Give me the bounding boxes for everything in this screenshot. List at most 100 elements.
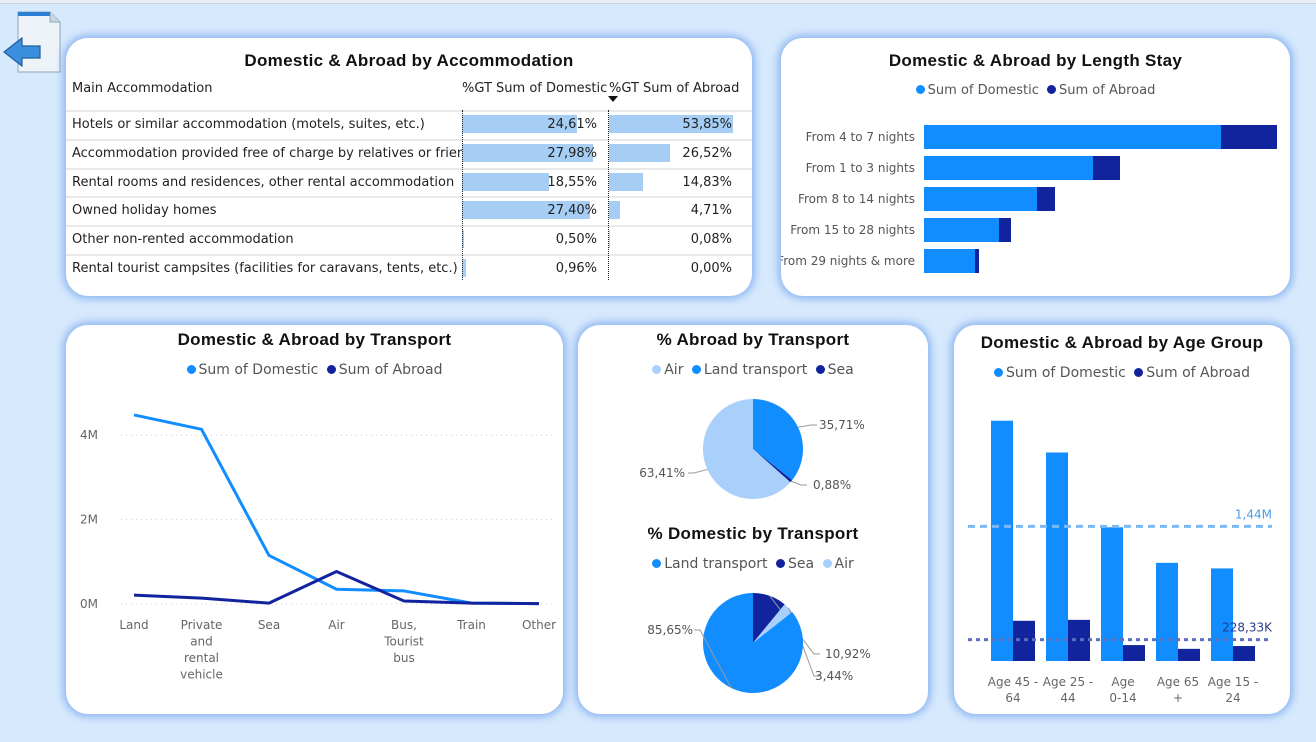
row-accommodation-name: Rental rooms and residences, other renta… (72, 174, 455, 190)
domestic-bar[interactable] (924, 249, 975, 273)
sort-desc-icon[interactable] (608, 96, 618, 103)
domestic-data-bar (462, 115, 577, 133)
row-domestic-value: 27,40% (547, 203, 597, 219)
abroad-data-bar (609, 172, 644, 191)
legend-sea-label: Sea (787, 556, 815, 572)
length-stay-legend: Sum of Domestic Sum of Abroad (781, 83, 1290, 98)
x-tick-label: Age 45 -64 (988, 675, 1038, 705)
row-domestic-value: 27,98% (547, 145, 597, 161)
legend-land[interactable]: Land transport (652, 556, 768, 572)
row-domestic-value: 0,96% (555, 261, 597, 276)
pie-slice[interactable] (753, 399, 803, 481)
pie-slice[interactable] (703, 399, 791, 499)
table-row[interactable]: Accommodation provided free of charge by… (66, 138, 752, 167)
y-tick-label: 2M (80, 513, 98, 527)
legend-abroad[interactable]: Sum of Abroad (326, 362, 442, 378)
back-arrow-icon (3, 11, 61, 73)
pie-slice[interactable] (703, 593, 803, 693)
transport-line-card: Domestic & Abroad by Transport Sum of Do… (66, 325, 563, 714)
abroad-series-line[interactable] (133, 570, 540, 606)
abroad-bar[interactable] (1233, 646, 1255, 661)
domestic-bar[interactable] (1211, 568, 1233, 661)
row-accommodation-name: Owned holiday homes (72, 203, 217, 219)
domestic-bar[interactable] (1046, 452, 1068, 661)
abroad-bar[interactable] (1221, 125, 1277, 149)
x-tick-label: Age 65 + (1157, 675, 1199, 705)
transport-line-chart: 0M 2M 4M Land Private and rental vehicle Sea Air B… (80, 413, 556, 682)
legend-land[interactable]: Land transport (691, 362, 808, 378)
y-tick-label: 4M (80, 428, 98, 442)
domestic-data-bar (462, 172, 549, 191)
table-row[interactable]: Other non-rented accommodation 0,50% 0,08% (66, 225, 752, 253)
abroad-bar[interactable] (975, 249, 979, 273)
domestic-bar[interactable] (1156, 562, 1178, 661)
domestic-bar[interactable] (924, 125, 1221, 149)
length-stay-chart: From 4 to 7 nights From 1 to 3 nights From… (781, 125, 1277, 273)
legend-dot-icon (186, 365, 196, 374)
legend-air[interactable]: Air (822, 556, 854, 572)
col-abroad-header[interactable]: %GT Sum of Abroad (609, 81, 740, 96)
accommodation-title: Domestic & Abroad by Accommodation (244, 51, 574, 70)
row-separator (66, 110, 752, 112)
col-main-header[interactable]: Main Accommodation (72, 81, 213, 96)
domestic-bar[interactable] (924, 218, 999, 242)
legend-dot-icon (994, 368, 1004, 377)
abroad-bar[interactable] (1178, 648, 1200, 661)
age-group-legend: Sum of Domestic Sum of Abroad (954, 365, 1290, 381)
x-tick-label: Land (119, 618, 148, 632)
row-separator (66, 225, 752, 228)
transport-line-legend: Sum of Domestic Sum of Abroad (66, 362, 563, 378)
legend-sea[interactable]: Sea (775, 556, 815, 572)
legend-abroad[interactable]: Sum of Abroad (1134, 365, 1250, 381)
legend-abroad[interactable]: Sum of Abroad (1047, 83, 1155, 98)
x-tick-label: Age 0-14 (1109, 675, 1136, 705)
window-top-border (0, 0, 1316, 4)
back-button[interactable] (2, 10, 62, 76)
legend-air[interactable]: Air (652, 362, 683, 378)
slice-label: 0,88% (813, 478, 851, 492)
legend-abroad-label: Sum of Abroad (1146, 365, 1250, 381)
abroad-bar[interactable] (1093, 156, 1120, 180)
domestic-bar[interactable] (924, 156, 1093, 180)
row-accommodation-name: Rental tourist campsites (facilities for… (72, 261, 458, 276)
slice-label: 10,92% (825, 647, 871, 661)
row-domestic-value: 0,50% (555, 232, 597, 248)
pie-slice[interactable] (753, 449, 793, 483)
row-abroad-value: 53,85% (682, 117, 732, 132)
domestic-data-bar (462, 259, 467, 277)
reference-label: 228,33K (1222, 621, 1273, 635)
table-row[interactable]: Owned holiday homes 27,40% 4,71% (66, 196, 752, 224)
slice-label: 85,65% (647, 623, 693, 637)
row-accommodation-name: Hotels or similar accommodation (motels,… (72, 117, 425, 132)
domestic-bar[interactable] (991, 420, 1013, 661)
col-domestic-header[interactable]: %GT Sum of Domestic (462, 81, 608, 96)
row-separator (66, 254, 752, 256)
legend-air-label: Air (664, 362, 684, 378)
row-domestic-value: 18,55% (547, 174, 597, 190)
abroad-bar[interactable] (1068, 619, 1090, 661)
domestic-data-bar (462, 201, 590, 220)
age-group-card: Domestic & Abroad by Age Group Sum of Do… (954, 325, 1290, 714)
x-tick-label: Private and rental vehicle (180, 618, 223, 682)
legend-land-label: Land transport (703, 362, 808, 378)
legend-domestic[interactable]: Sum of Domestic (994, 365, 1126, 381)
leader-line (797, 424, 817, 428)
table-row[interactable]: Hotels or similar accommodation (motels,… (66, 110, 752, 138)
domestic-series-line[interactable] (133, 413, 540, 606)
domestic-pie-legend: Land transport Sea Air (578, 556, 928, 572)
length-stay-card: Domestic & Abroad by Length Stay Sum of … (781, 38, 1290, 296)
abroad-bar[interactable] (1123, 645, 1145, 661)
legend-sea[interactable]: Sea (815, 362, 854, 378)
x-tick-label: Air (328, 618, 345, 632)
abroad-bar[interactable] (999, 218, 1011, 242)
legend-domestic[interactable]: Sum of Domestic (915, 83, 1039, 98)
abroad-bar[interactable] (1037, 187, 1055, 211)
legend-air-label: Air (834, 556, 854, 572)
domestic-bar[interactable] (924, 187, 1037, 211)
legend-domestic[interactable]: Sum of Domestic (186, 362, 318, 378)
table-row[interactable]: Rental tourist campsites (facilities for… (66, 254, 752, 282)
x-tick-label: Other (522, 618, 556, 632)
domestic-bar[interactable] (1101, 527, 1123, 661)
pie-slice[interactable] (753, 604, 793, 643)
table-row[interactable]: Rental rooms and residences, other renta… (66, 167, 752, 196)
